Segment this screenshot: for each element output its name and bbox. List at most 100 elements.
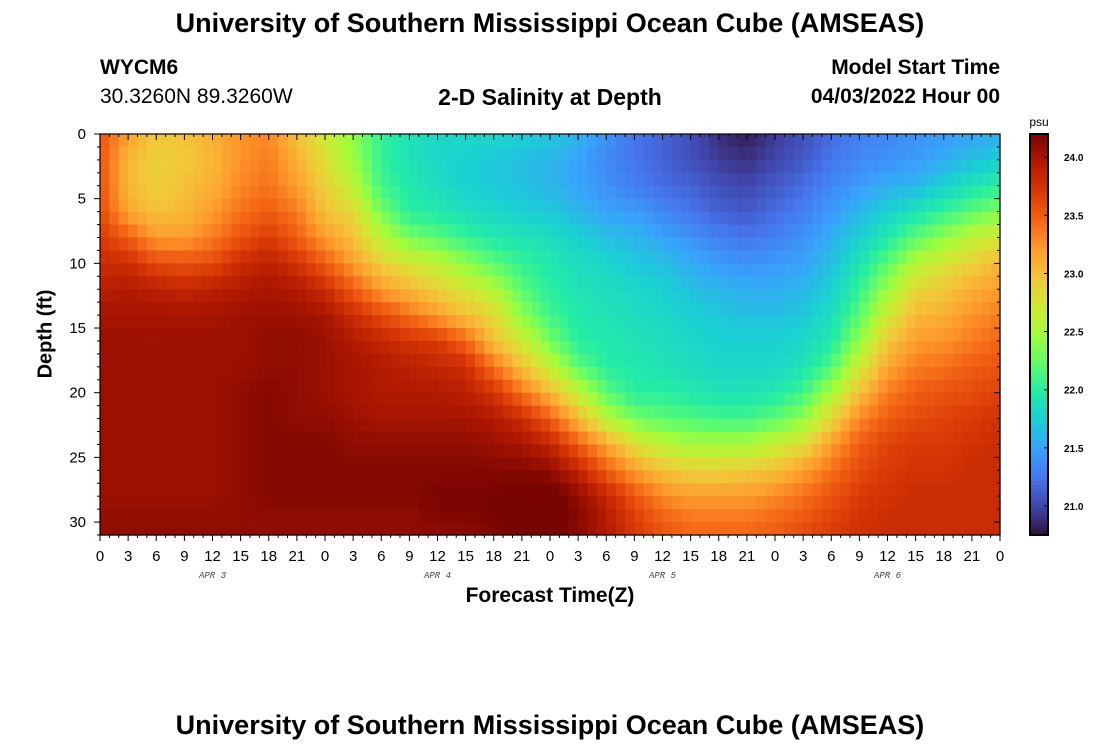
heatmap-cell xyxy=(746,172,757,187)
heatmap-cell xyxy=(943,418,954,433)
heatmap-cell xyxy=(353,198,364,213)
heatmap-cell xyxy=(625,172,635,187)
heatmap-cell xyxy=(521,379,532,394)
heatmap-cell xyxy=(175,289,185,303)
colorbar-frame xyxy=(1029,133,1049,536)
heatmap-cell xyxy=(381,185,392,200)
heatmap-cell xyxy=(718,237,729,252)
heatmap-cell xyxy=(146,185,157,200)
heatmap-cell xyxy=(878,172,889,187)
heatmap-cell xyxy=(943,405,954,420)
heatmap-cell xyxy=(146,237,157,252)
heatmap-cell xyxy=(128,302,139,316)
heatmap-cell xyxy=(559,302,570,316)
heatmap-cell xyxy=(615,483,626,497)
heatmap-cell xyxy=(634,237,645,252)
heatmap-cell xyxy=(156,366,167,381)
heatmap-cell xyxy=(765,353,776,368)
heatmap-cell xyxy=(643,315,654,329)
heatmap-cell xyxy=(943,457,954,471)
heatmap-cell xyxy=(531,185,542,200)
heatmap-cell xyxy=(887,237,898,252)
heatmap-cell xyxy=(278,211,289,226)
heatmap-cell xyxy=(193,418,204,433)
heatmap-cell xyxy=(878,146,889,161)
heatmap-cell xyxy=(784,340,795,355)
heatmap-cell xyxy=(446,250,457,264)
colorbar-segment xyxy=(1030,391,1048,396)
heatmap-cell xyxy=(981,431,992,446)
heatmap-cell xyxy=(212,405,223,420)
heatmap-cell xyxy=(690,405,701,420)
colorbar-segment xyxy=(1030,160,1048,165)
heatmap-cell xyxy=(137,315,148,329)
heatmap-cell xyxy=(334,483,345,497)
heatmap-cell xyxy=(803,276,814,290)
heatmap-cell xyxy=(521,457,532,471)
heatmap-cell xyxy=(906,431,917,446)
heatmap-cell xyxy=(128,263,139,277)
heatmap-cell xyxy=(400,431,410,446)
heatmap-cell xyxy=(503,405,514,420)
heatmap-cell xyxy=(634,431,645,446)
heatmap-cell xyxy=(193,392,204,407)
heatmap-cell xyxy=(193,276,204,290)
heatmap-cell xyxy=(850,276,860,290)
heatmap-cell xyxy=(625,302,635,316)
heatmap-cell xyxy=(512,379,523,394)
heatmap-cell xyxy=(850,470,860,484)
heatmap-cell xyxy=(296,496,307,510)
heatmap-cell xyxy=(765,263,776,277)
heatmap-cell xyxy=(156,302,167,316)
heatmap-cell xyxy=(878,522,889,536)
heatmap-cell xyxy=(784,276,795,290)
heatmap-cell xyxy=(681,237,692,252)
heatmap-cell xyxy=(184,340,195,355)
heatmap-cell xyxy=(465,444,476,458)
heatmap-cell xyxy=(259,405,270,420)
heatmap-cell xyxy=(756,483,767,497)
heatmap-cell xyxy=(887,172,898,187)
heatmap-cell xyxy=(268,276,279,290)
heatmap-cell xyxy=(915,496,926,510)
heatmap-cell xyxy=(681,353,692,368)
heatmap-cell xyxy=(128,159,139,174)
heatmap-cell xyxy=(268,353,279,368)
heatmap-cell xyxy=(775,340,785,355)
heatmap-cell xyxy=(559,366,570,381)
heatmap-cell xyxy=(775,172,785,187)
heatmap-cell xyxy=(484,289,495,303)
heatmap-cell xyxy=(934,172,945,187)
heatmap-cell xyxy=(831,134,842,148)
heatmap-cell xyxy=(221,483,232,497)
heatmap-cell xyxy=(887,211,898,226)
heatmap-cell xyxy=(887,276,898,290)
heatmap-cell xyxy=(700,198,710,213)
date-label: APR 4 xyxy=(423,571,451,581)
heatmap-cell xyxy=(690,470,701,484)
heatmap-cell xyxy=(962,509,973,523)
colorbar-segment xyxy=(1030,170,1048,175)
heatmap-cell xyxy=(475,328,485,342)
heatmap-cell xyxy=(128,146,139,161)
heatmap-cell xyxy=(981,496,992,510)
heatmap-cell xyxy=(765,302,776,316)
heatmap-cell xyxy=(840,134,851,148)
heatmap-cell xyxy=(428,172,439,187)
heatmap-cell xyxy=(128,392,139,407)
heatmap-cell xyxy=(437,353,448,368)
heatmap-cell xyxy=(943,237,954,252)
heatmap-cell xyxy=(934,198,945,213)
heatmap-cell xyxy=(203,353,214,368)
heatmap-cell xyxy=(259,353,270,368)
heatmap-cell xyxy=(821,470,832,484)
heatmap-cell xyxy=(475,146,485,161)
heatmap-cell xyxy=(878,431,889,446)
heatmap-cell xyxy=(128,444,139,458)
heatmap-cell xyxy=(915,457,926,471)
heatmap-cell xyxy=(287,392,298,407)
heatmap-cell xyxy=(137,509,148,523)
heatmap-cell xyxy=(212,250,223,264)
heatmap-cell xyxy=(540,159,551,174)
colorbar-segment xyxy=(1030,421,1048,426)
